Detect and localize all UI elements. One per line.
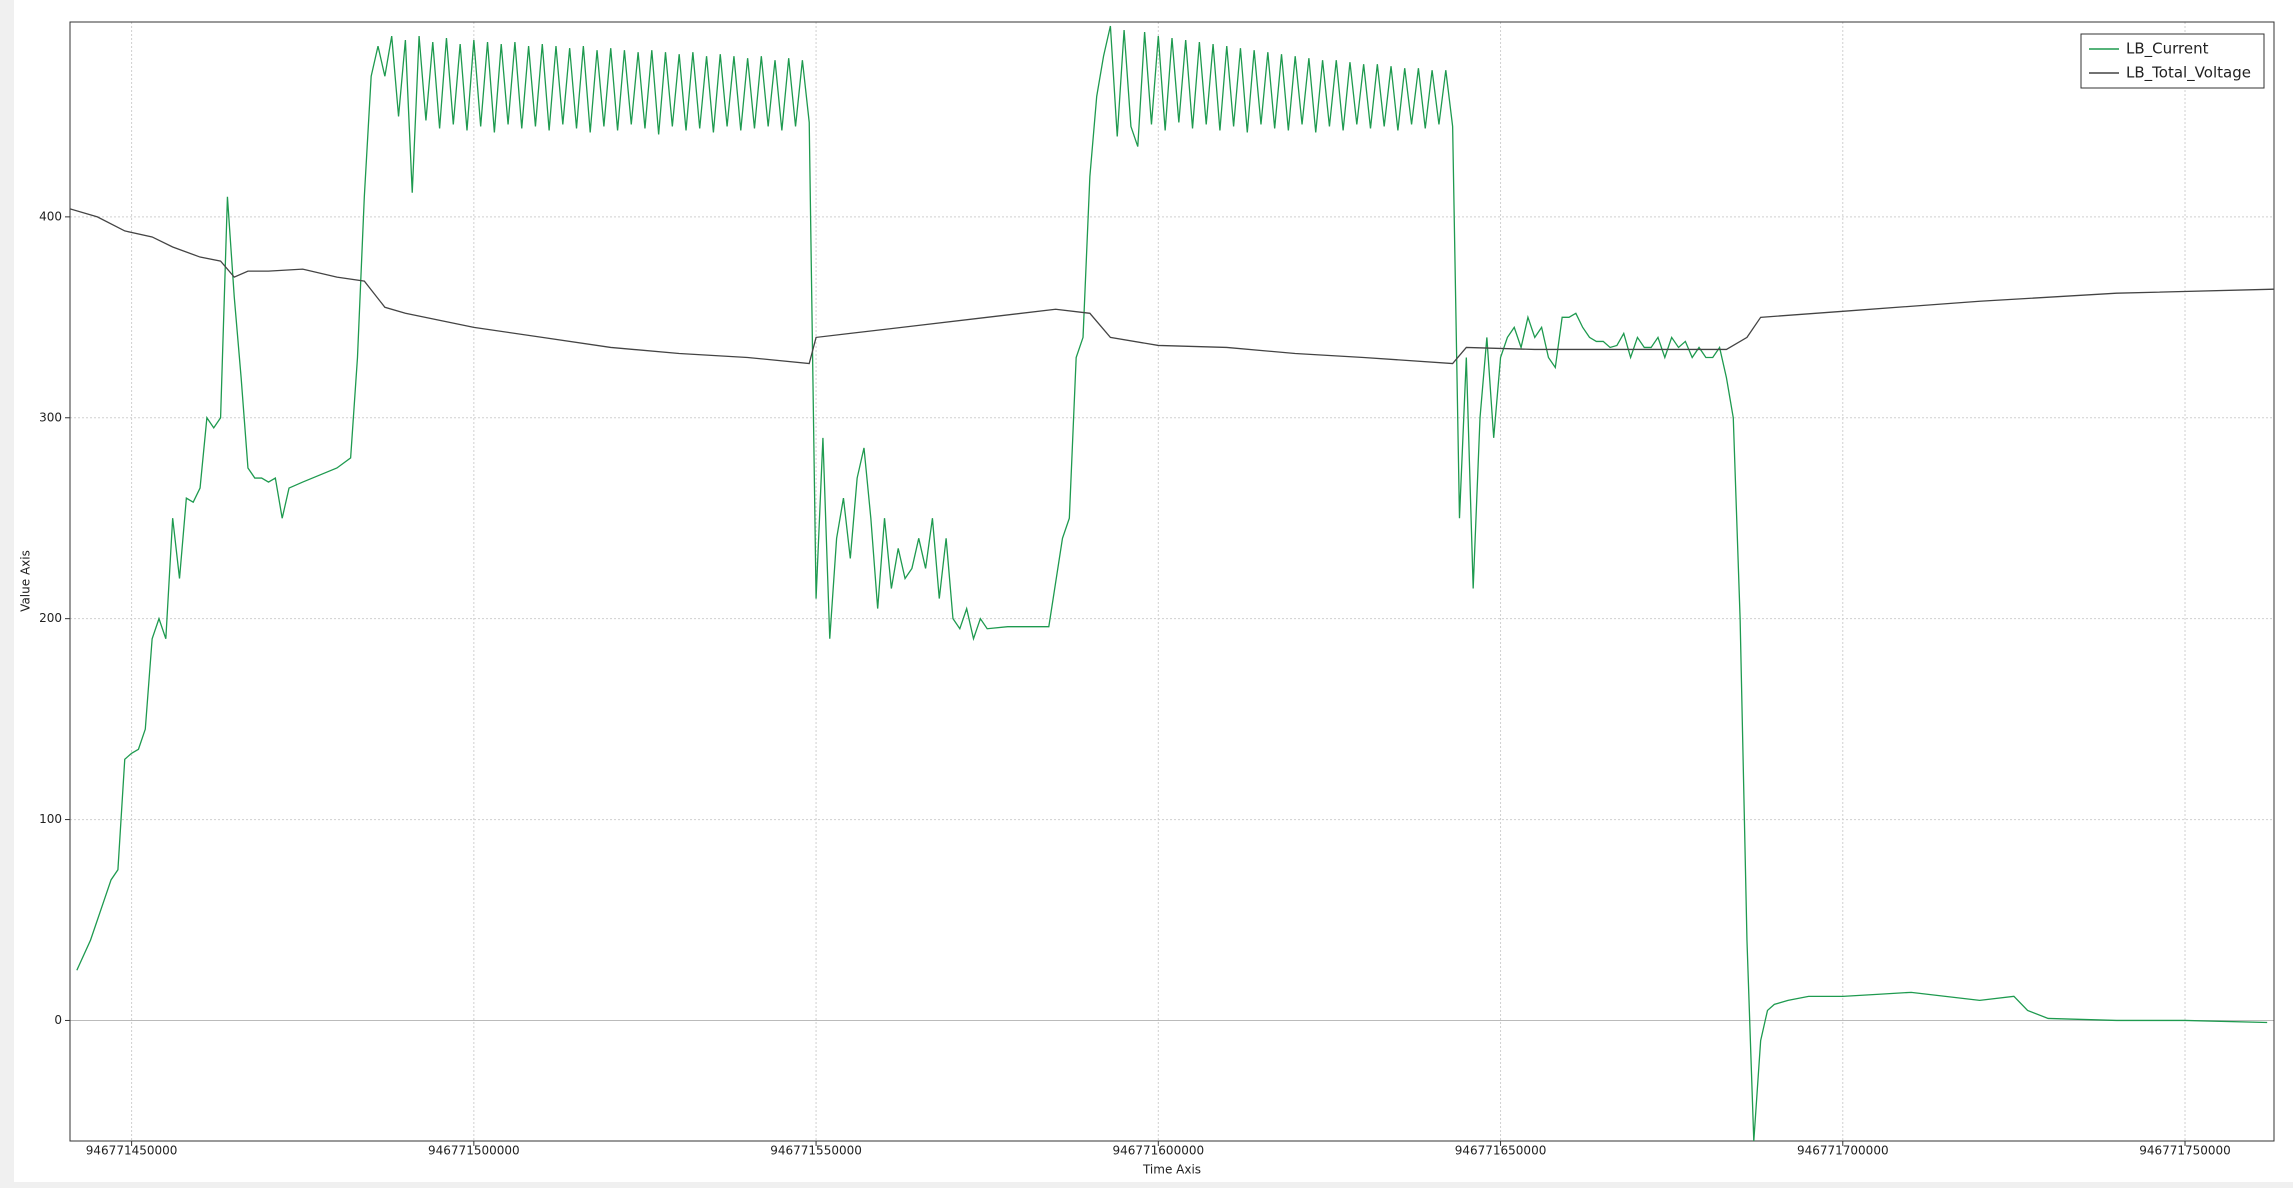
series-line bbox=[76, 25, 2268, 1141]
x-tick-label: 946771500000 bbox=[428, 1144, 520, 1158]
x-tick-label: 946771600000 bbox=[1112, 1144, 1204, 1158]
plot-frame bbox=[69, 21, 2275, 1142]
x-tick-label: 946771450000 bbox=[86, 1144, 178, 1158]
y-axis-title: Value Axis bbox=[19, 550, 33, 612]
y-tick-label: 400 bbox=[39, 209, 62, 223]
y-tick-label: 200 bbox=[39, 611, 62, 625]
legend-box bbox=[2080, 33, 2265, 89]
x-tick-label: 946771750000 bbox=[2139, 1144, 2231, 1158]
x-axis-title: Time Axis bbox=[1142, 1163, 1201, 1177]
x-tick-label: 946771650000 bbox=[1455, 1144, 1547, 1158]
y-tick-label: 0 bbox=[54, 1013, 62, 1027]
y-tick-label: 300 bbox=[39, 410, 62, 424]
x-tick-label: 946771700000 bbox=[1797, 1144, 1889, 1158]
chart-background bbox=[14, 0, 2293, 1182]
series-line bbox=[70, 208, 2274, 365]
legend-label: LB_Current bbox=[2126, 40, 2209, 59]
legend-label: LB_Total_Voltage bbox=[2126, 64, 2251, 83]
y-tick-label: 100 bbox=[39, 812, 62, 826]
x-tick-label: 946771550000 bbox=[770, 1144, 862, 1158]
